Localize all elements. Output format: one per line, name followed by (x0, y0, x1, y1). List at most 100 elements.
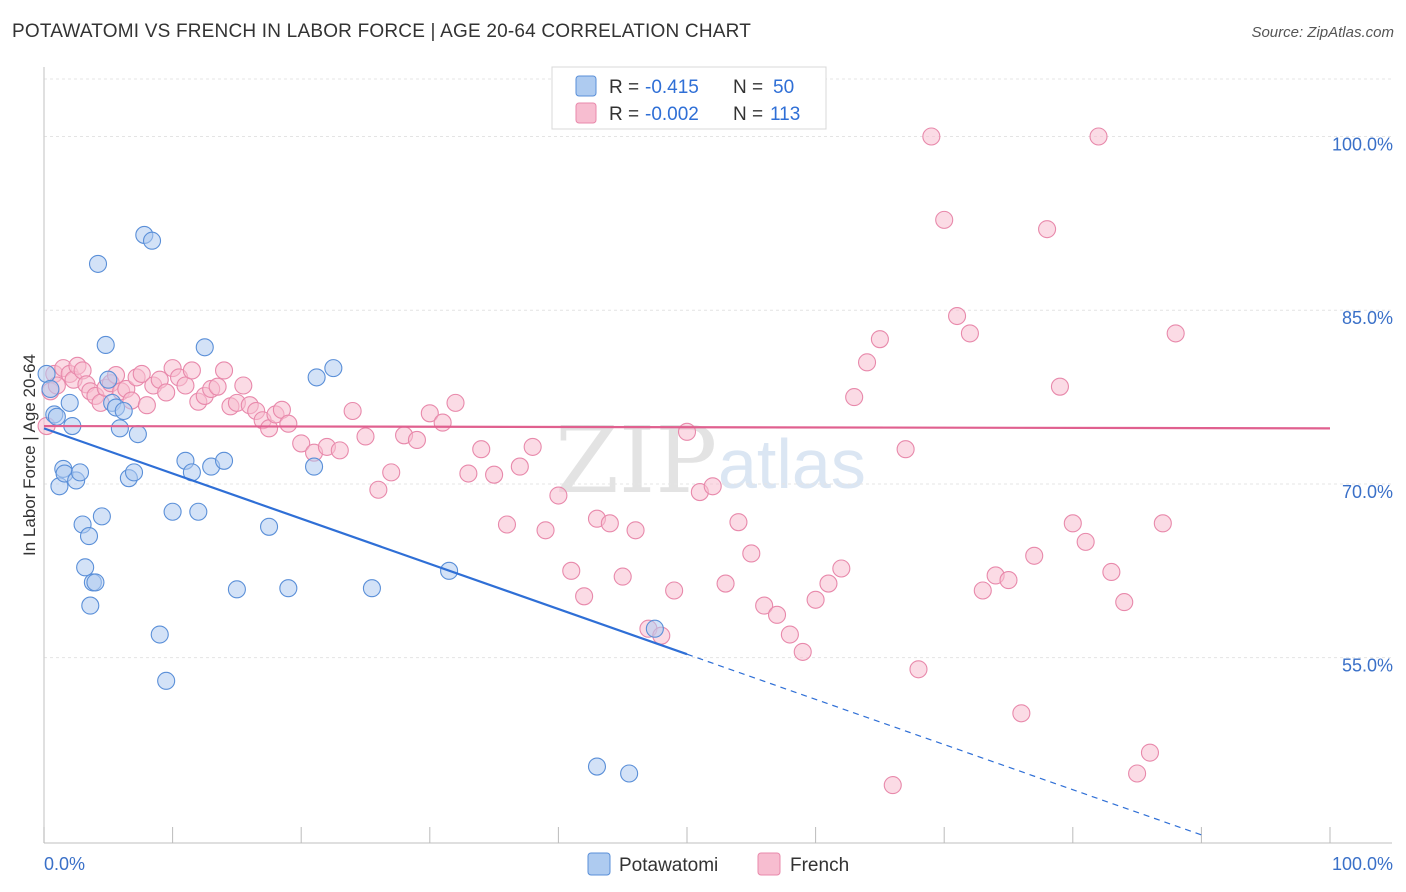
point-potawatomi (189, 502, 208, 521)
point-french (459, 464, 478, 483)
point-french (922, 127, 941, 146)
point-french (433, 413, 452, 432)
trend-line-french (43, 424, 1331, 430)
point-potawatomi (259, 517, 279, 536)
legend-swatch-potawatomi (575, 75, 597, 97)
legend: R = -0.415 N = 50 R = -0.002 N = 113 (551, 66, 827, 130)
point-french (832, 559, 851, 578)
point-french (157, 383, 176, 402)
point-french (883, 776, 902, 795)
point-french (279, 414, 298, 433)
watermark: ZIP atlas (555, 407, 866, 514)
point-potawatomi (620, 764, 639, 783)
point-potawatomi (110, 419, 129, 438)
point-potawatomi (79, 527, 99, 546)
point-french (1140, 743, 1160, 762)
point-french (999, 571, 1018, 590)
legend-n-value-potawatomi: 50 (773, 77, 794, 98)
point-french (729, 513, 748, 532)
point-french (857, 353, 877, 372)
point-potawatomi (76, 558, 95, 577)
series-potawatomi (37, 225, 664, 783)
point-french (343, 401, 362, 421)
axes (43, 67, 1392, 844)
point-french (1025, 546, 1044, 565)
bottom-legend: Potawatomi French (587, 852, 849, 876)
point-french (1166, 324, 1185, 343)
x-tick-label-max: 100.0% (1332, 854, 1393, 874)
point-french (208, 377, 227, 396)
point-french (870, 330, 889, 349)
point-french (420, 404, 439, 423)
bottom-legend-swatch-potawatomi (587, 852, 611, 876)
point-french (1102, 562, 1121, 582)
point-potawatomi (142, 231, 162, 250)
y-tick-label: 70.0% (1342, 482, 1393, 502)
watermark-zip: ZIP (555, 407, 717, 514)
trend-line-potawatomi-extension (686, 653, 1202, 836)
point-potawatomi (70, 463, 90, 482)
bottom-legend-label-french: French (790, 855, 849, 876)
bottom-legend-label-potawatomi: Potawatomi (619, 855, 718, 876)
point-french (472, 440, 491, 459)
point-french (1115, 593, 1134, 612)
trend-lines (43, 424, 1331, 836)
point-potawatomi (128, 425, 147, 444)
legend-r-value-french: -0.002 (645, 104, 699, 125)
point-french (767, 605, 787, 624)
source-label: Source: ZipAtlas.com (1251, 24, 1394, 41)
point-french (755, 596, 774, 615)
point-french (600, 514, 619, 533)
point-french (176, 376, 195, 395)
point-french (446, 393, 465, 412)
point-potawatomi (195, 338, 214, 357)
point-potawatomi (150, 625, 169, 644)
legend-n-label-french: N = (733, 104, 763, 125)
point-french (356, 427, 375, 446)
point-potawatomi (157, 671, 176, 690)
point-french (369, 480, 388, 499)
legend-r-value-potawatomi: -0.415 (645, 77, 699, 98)
legend-r-label-french: R = (609, 104, 639, 125)
point-french (562, 561, 581, 580)
point-french (806, 590, 825, 609)
point-french (549, 486, 568, 505)
point-potawatomi (214, 451, 234, 470)
legend-swatch-french (575, 102, 597, 124)
point-french (137, 396, 156, 415)
point-french (1038, 220, 1057, 239)
point-potawatomi (114, 401, 133, 421)
point-potawatomi (81, 596, 100, 615)
point-potawatomi (99, 370, 118, 389)
point-french (1153, 514, 1172, 533)
watermark-atlas: atlas (718, 425, 866, 503)
point-french (497, 515, 517, 534)
point-french (1128, 764, 1147, 783)
point-potawatomi (279, 579, 298, 598)
point-potawatomi (86, 573, 105, 592)
point-french (234, 376, 253, 395)
point-french (819, 574, 838, 593)
point-french (626, 521, 645, 540)
point-french (677, 422, 697, 441)
point-french (407, 430, 426, 449)
point-french (909, 660, 928, 679)
point-french (330, 441, 349, 460)
point-french (485, 465, 504, 484)
y-tick-label: 85.0% (1342, 308, 1393, 328)
point-french (793, 642, 812, 661)
point-french (132, 364, 151, 383)
point-french (960, 324, 979, 343)
point-french (1050, 377, 1069, 396)
point-potawatomi (324, 359, 343, 378)
chart-title: POTAWATOMI VS FRENCH IN LABOR FORCE | AG… (12, 21, 751, 42)
point-potawatomi (227, 580, 246, 599)
point-french (292, 434, 311, 453)
legend-r-label-potawatomi: R = (609, 77, 639, 98)
point-potawatomi (587, 757, 607, 776)
legend-n-value-french: 113 (770, 104, 800, 125)
point-french (742, 544, 761, 563)
legend-n-label-potawatomi: N = (733, 77, 763, 98)
point-french (935, 210, 954, 229)
point-potawatomi (645, 619, 664, 638)
